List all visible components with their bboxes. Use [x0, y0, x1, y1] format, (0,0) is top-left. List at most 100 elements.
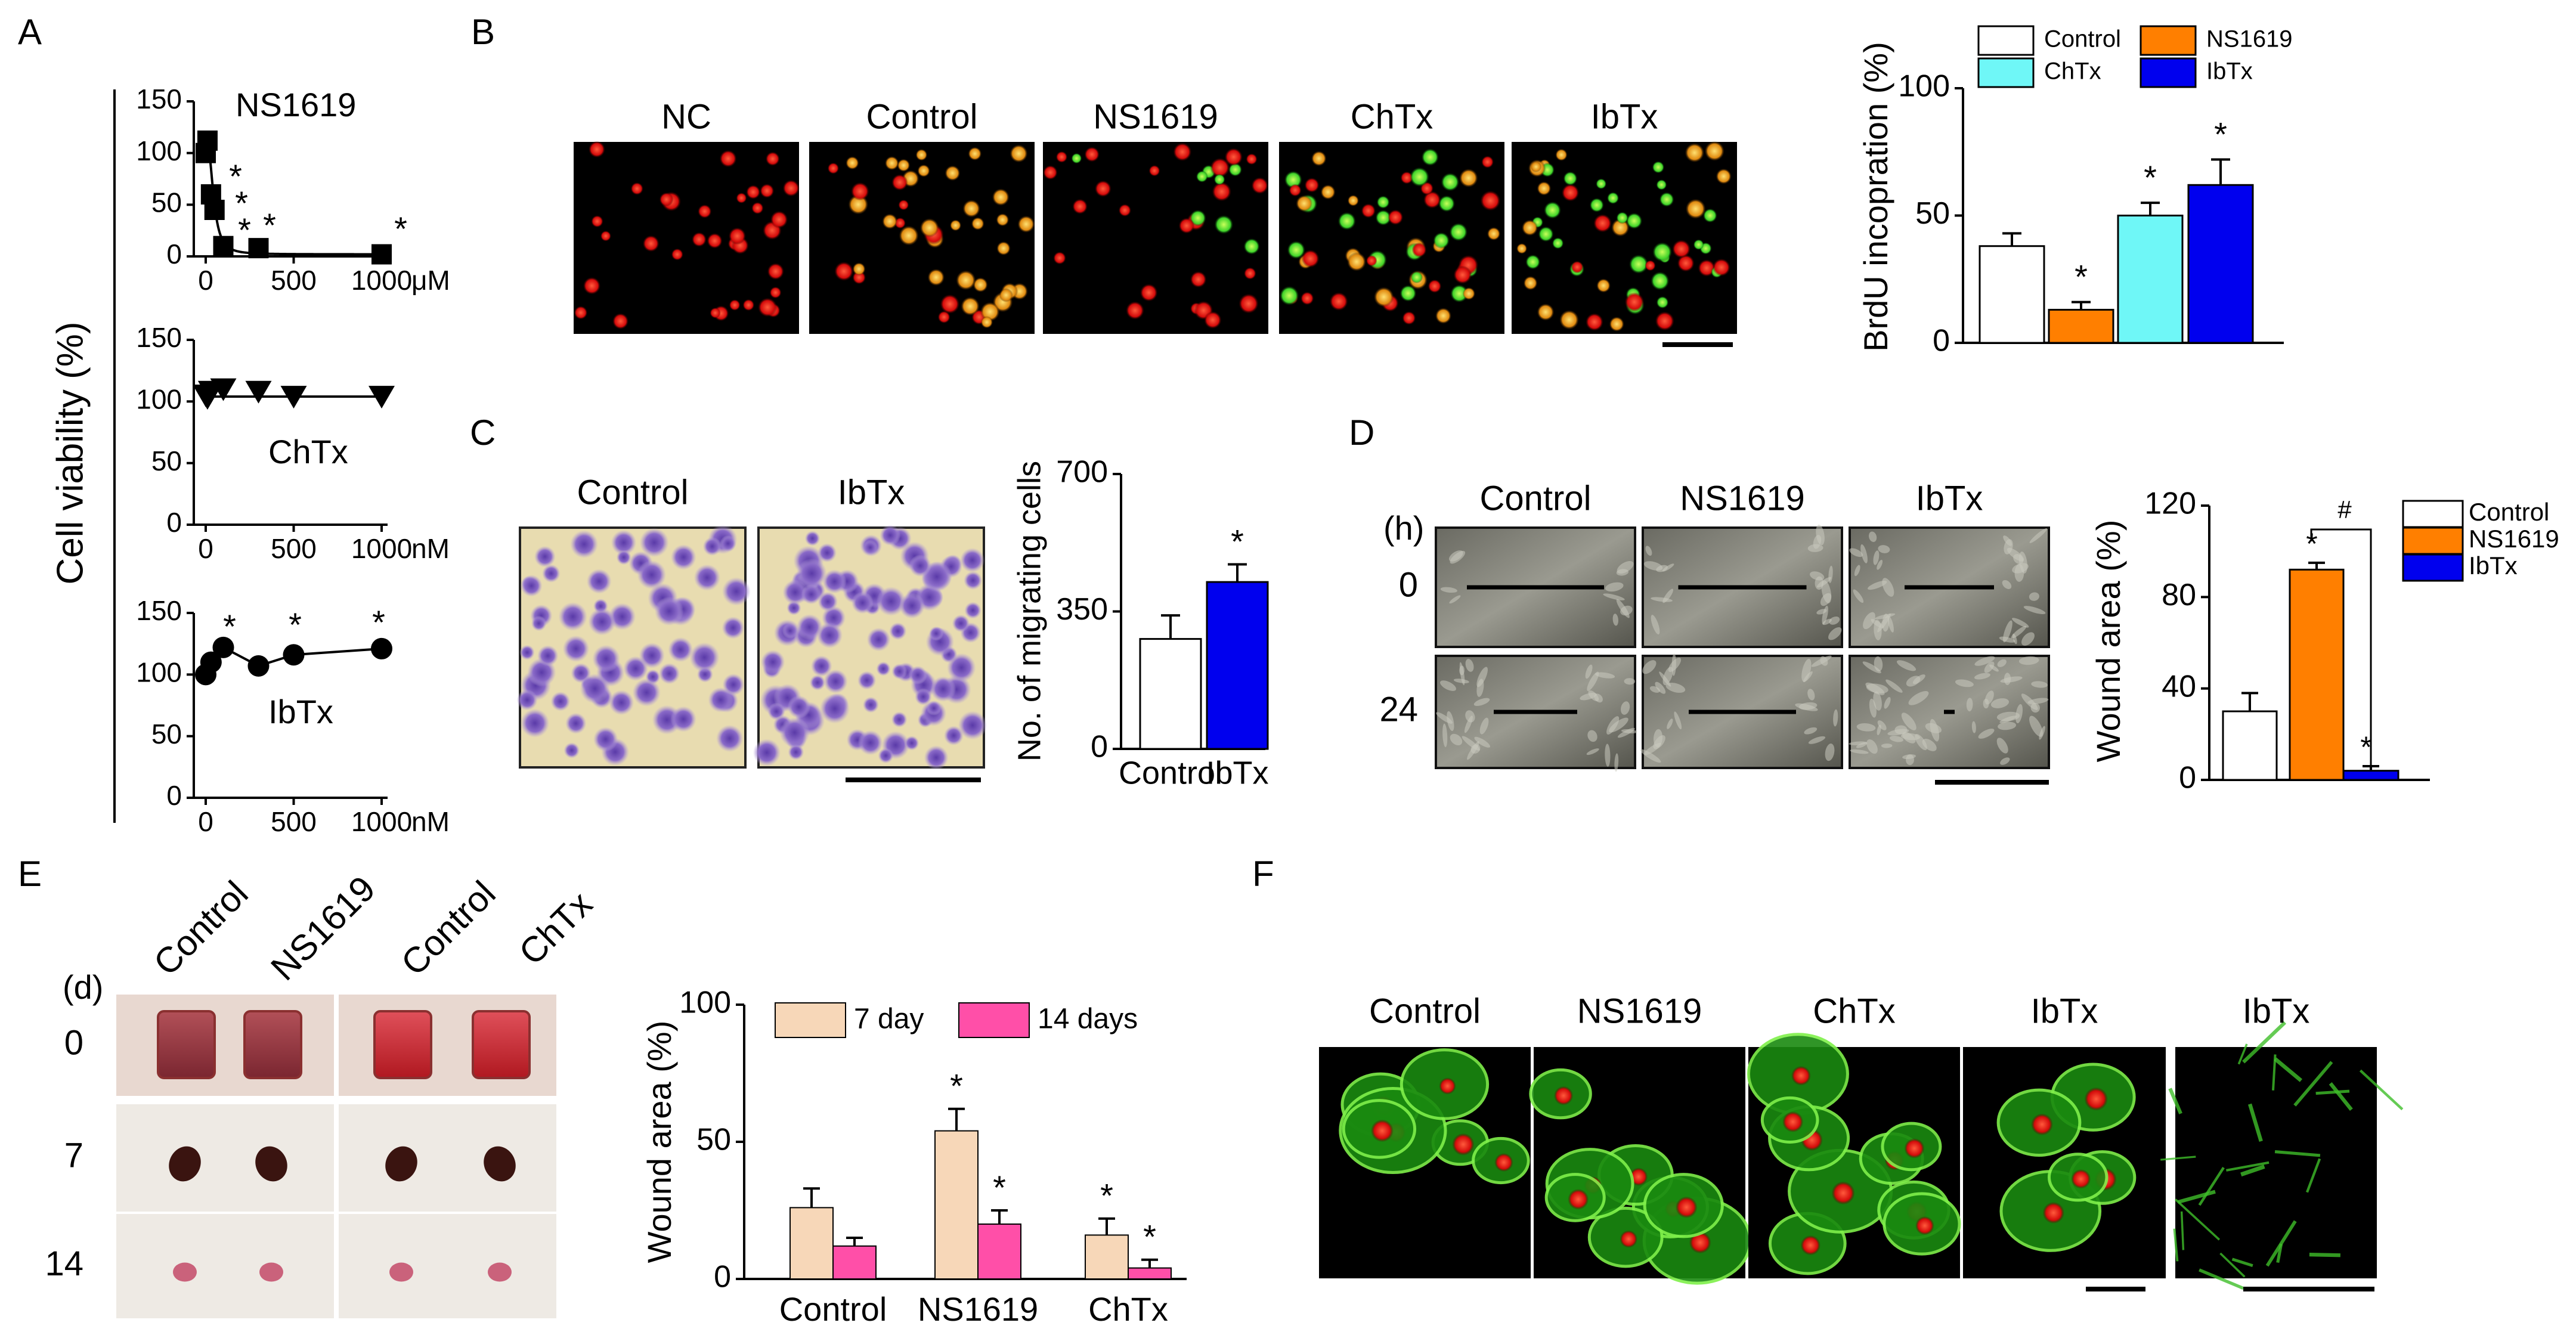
cell-nucleus [796, 614, 823, 640]
panel-e-ylabel: Wound area (%) [640, 1021, 678, 1263]
cell-nucleus [801, 584, 822, 605]
y-tick-label: 0 [1933, 324, 1950, 358]
actin-filament [2315, 1089, 2350, 1095]
panel-b-image-label: IbTx [1591, 97, 1658, 136]
cell-nucleus [516, 689, 538, 711]
cell-nucleus [846, 156, 859, 170]
cell-nucleus [952, 614, 970, 633]
cell-nucleus [1593, 213, 1612, 233]
cell [1887, 616, 1894, 633]
cell [1828, 627, 1842, 640]
panel-e-row-label: 0 [64, 1023, 83, 1062]
panel-letter-c: C [470, 413, 496, 453]
panel-a-plot-3 [187, 612, 392, 805]
y-tick-label: 150 [136, 322, 182, 353]
cell [2007, 547, 2024, 562]
cell-nucleus [964, 602, 982, 619]
cell-nucleus [898, 199, 909, 210]
cell-nucleus [1210, 157, 1230, 178]
panel-a-top-star: * [238, 211, 251, 249]
cell-nucleus [827, 162, 840, 174]
data-point-triangle [245, 380, 272, 404]
x-tick-label: 1000 [351, 533, 412, 564]
cell-nucleus [899, 593, 925, 619]
cell [1863, 612, 1875, 630]
cell-nucleus [1651, 271, 1670, 290]
cell [1447, 711, 1454, 732]
cell-nucleus [565, 713, 587, 734]
actin-filament [2180, 1211, 2185, 1250]
cell [1617, 727, 1635, 738]
cell-nucleus [961, 296, 980, 316]
panel-letter-b: B [471, 12, 495, 52]
cell [1609, 717, 1628, 733]
bar-ibtx [1206, 581, 1269, 750]
cell [1912, 674, 1925, 684]
cell [1665, 683, 1686, 693]
x-tick-label: 0 [198, 533, 213, 564]
cell-nucleus [857, 730, 883, 755]
cell-nucleus [1441, 172, 1460, 191]
cell [1922, 739, 1937, 751]
cell-nucleus [1055, 151, 1068, 163]
cell-nucleus [787, 695, 811, 719]
panel-b-image-label: NS1619 [1093, 97, 1218, 136]
cell [1869, 531, 1877, 543]
cell [1997, 659, 2007, 667]
cell-nucleus [1716, 168, 1732, 184]
cell-nucleus [1246, 153, 1258, 165]
cell-nucleus [1652, 161, 1665, 174]
cell [2000, 676, 2023, 683]
cell-nucleus [1596, 278, 1611, 293]
cell-nucleus [1800, 1235, 1820, 1256]
bar-star: * [2144, 159, 2157, 196]
cell-nucleus [1361, 203, 1376, 218]
cell-nucleus [782, 179, 800, 197]
cell-nucleus [654, 596, 684, 626]
panel-a-plot-2 [187, 339, 395, 532]
cell-nucleus [915, 148, 928, 161]
cell-nucleus [897, 159, 911, 172]
panel-e-column-label: NS1619 [263, 868, 383, 988]
cell-nucleus [689, 642, 720, 673]
legend-label: 14 days [1038, 1003, 1138, 1035]
bar-control-series2 [832, 1245, 877, 1280]
cell-nucleus [1190, 209, 1206, 227]
actin-filament [2293, 1061, 2333, 1107]
y-tick-label: 100 [679, 986, 731, 1020]
cell-nucleus [611, 529, 637, 556]
data-point-square [197, 130, 218, 151]
cell-nucleus [670, 544, 696, 570]
legend-swatch [1977, 57, 2035, 88]
healed-wound [488, 1262, 512, 1282]
cell [1612, 614, 1618, 626]
cell [1999, 715, 2017, 723]
cell-nucleus [1084, 147, 1100, 162]
cell-nucleus [1400, 171, 1413, 184]
cell-nucleus [1672, 240, 1691, 259]
cell-nucleus [537, 645, 559, 667]
panel-d-bar-chart [2201, 504, 2430, 781]
cell [1603, 593, 1625, 600]
cell [1871, 619, 1884, 628]
cell [1930, 718, 1940, 742]
cell-nucleus [1782, 1111, 1804, 1132]
data-point-circle [212, 636, 234, 658]
cell-nucleus [1563, 171, 1578, 186]
cell [1649, 686, 1660, 693]
cell-nucleus [980, 316, 993, 329]
panel-letter-e: E [18, 854, 42, 894]
cell [1984, 690, 1994, 705]
cell-nucleus [760, 184, 775, 199]
legend-label: Control [2469, 498, 2549, 526]
legend-swatch [1977, 25, 2035, 56]
cell-nucleus [1375, 209, 1392, 226]
cell-nucleus [852, 262, 866, 276]
drug-label-chtx: ChTx [268, 433, 348, 470]
cell-nucleus [722, 577, 751, 606]
cell-nucleus [1196, 171, 1208, 183]
cell-nucleus [1494, 1153, 1513, 1172]
panel-c-image-label: Control [577, 473, 689, 512]
panel-f-image-2 [1529, 1047, 1752, 1285]
cell-nucleus [1243, 238, 1260, 255]
